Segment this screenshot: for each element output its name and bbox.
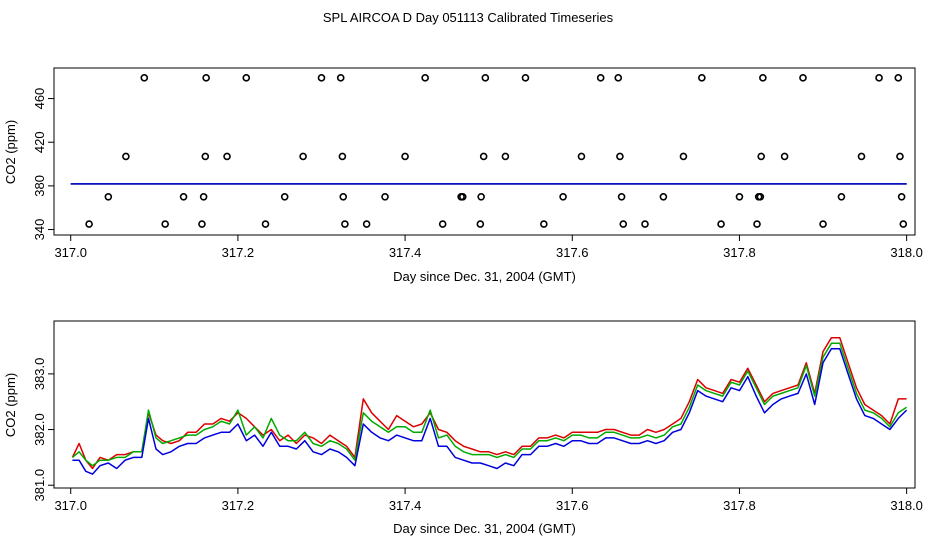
calibration-point bbox=[338, 152, 347, 161]
calibration-point bbox=[540, 220, 548, 228]
bottom-x-axis-label: Day since Dec. 31, 2004 (GMT) bbox=[393, 521, 576, 536]
y-tick-label: 420 bbox=[32, 131, 47, 153]
calibration-point bbox=[476, 220, 485, 228]
calibration-point bbox=[619, 220, 628, 228]
calibration-point bbox=[104, 192, 113, 201]
bottom-plot-marks bbox=[71, 336, 908, 475]
calibration-point bbox=[202, 74, 210, 82]
series-line-green bbox=[71, 342, 908, 467]
calibration-point bbox=[896, 152, 904, 161]
calibration-point bbox=[875, 74, 883, 82]
calibration-point bbox=[223, 152, 231, 161]
calibration-point bbox=[85, 220, 93, 228]
calibration-point bbox=[698, 74, 706, 82]
series-line-blue bbox=[72, 348, 908, 475]
calibration-point bbox=[617, 192, 626, 201]
calibration-point bbox=[401, 152, 409, 161]
calibration-point bbox=[596, 74, 605, 82]
calibration-point bbox=[757, 152, 765, 161]
x-tick-label: 317.2 bbox=[222, 245, 255, 260]
top-y-axis-label: CO2 (ppm) bbox=[3, 120, 18, 184]
top-plot-marks bbox=[70, 74, 908, 228]
calibration-point bbox=[616, 152, 624, 161]
calibration-point bbox=[759, 74, 767, 82]
bottom-y-axis-label: CO2 (ppm) bbox=[3, 373, 18, 437]
x-tick-label: 317.4 bbox=[389, 245, 422, 260]
figure-title: SPL AIRCOA D Day 051113 Calibrated Times… bbox=[323, 10, 614, 25]
calibration-point bbox=[559, 192, 567, 201]
calibration-point bbox=[679, 152, 688, 161]
x-tick-label: 317.6 bbox=[556, 498, 589, 513]
x-tick-label: 317.0 bbox=[54, 498, 87, 513]
top-x-axis-label: Day since Dec. 31, 2004 (GMT) bbox=[393, 269, 576, 284]
calibration-scatter-panel: 317.0 317.2 317.4 317.6 317.8 318.0 340 380 420… bbox=[3, 67, 923, 284]
calibration-point bbox=[381, 192, 389, 201]
calibration-point bbox=[819, 220, 827, 228]
calibration-point bbox=[501, 152, 510, 161]
calibration-point bbox=[717, 220, 725, 228]
y-tick-label: 381.0 bbox=[32, 469, 47, 502]
x-tick-label: 317.4 bbox=[389, 498, 422, 513]
calibration-point bbox=[179, 192, 188, 201]
calibration-point bbox=[481, 74, 490, 82]
calibration-point bbox=[899, 220, 908, 228]
bottom-plot-frame bbox=[53, 320, 916, 489]
calibration-point bbox=[242, 74, 251, 82]
calibration-point bbox=[341, 220, 349, 228]
calibration-point bbox=[799, 74, 807, 82]
calibration-point bbox=[477, 192, 485, 201]
y-tick-label: 340 bbox=[32, 219, 47, 241]
calibration-point bbox=[362, 220, 371, 228]
y-tick-label: 383.0 bbox=[32, 358, 47, 391]
calibration-point bbox=[317, 74, 326, 82]
calibration-point bbox=[577, 152, 586, 161]
calibration-point bbox=[299, 152, 307, 161]
top-plot-frame bbox=[53, 67, 916, 236]
y-tick-label: 460 bbox=[32, 88, 47, 110]
calibration-point bbox=[336, 74, 345, 82]
calibration-point bbox=[659, 192, 668, 201]
calibration-point bbox=[897, 192, 906, 201]
x-tick-label: 317.0 bbox=[54, 245, 87, 260]
calibration-point bbox=[438, 220, 447, 228]
calibration-point bbox=[261, 220, 270, 228]
calibration-point bbox=[780, 152, 789, 161]
x-tick-label: 317.2 bbox=[222, 498, 255, 513]
series-line-red bbox=[71, 336, 907, 470]
calibration-point bbox=[753, 220, 761, 228]
y-tick-label: 382.0 bbox=[32, 413, 47, 446]
calibration-point bbox=[521, 74, 530, 82]
calibration-point bbox=[140, 74, 149, 82]
calibration-point bbox=[199, 192, 208, 201]
x-tick-label: 318.0 bbox=[890, 245, 923, 260]
calibration-point bbox=[837, 192, 846, 201]
calibration-point bbox=[122, 152, 130, 161]
calibration-point bbox=[339, 192, 348, 201]
calibration-point bbox=[458, 192, 467, 201]
top-y-axis: 340 380 420 460 bbox=[32, 88, 54, 241]
calibration-point bbox=[614, 74, 623, 82]
y-tick-label: 380 bbox=[32, 175, 47, 197]
calibration-point bbox=[201, 152, 210, 161]
top-x-axis: 317.0 317.2 317.4 317.6 317.8 318.0 bbox=[54, 235, 923, 260]
calibration-point bbox=[894, 74, 903, 82]
calibration-point bbox=[198, 220, 206, 228]
x-tick-label: 317.8 bbox=[723, 498, 756, 513]
calibration-point bbox=[421, 74, 429, 82]
calibration-point bbox=[641, 220, 649, 228]
calibration-point bbox=[756, 192, 765, 201]
x-tick-label: 317.6 bbox=[556, 245, 589, 260]
co2-timeseries-panel: 317.0 317.2 317.4 317.6 317.8 318.0 381.0 382.… bbox=[3, 320, 923, 536]
calibration-point bbox=[479, 152, 488, 161]
bottom-x-axis: 317.0 317.2 317.4 317.6 317.8 318.0 bbox=[54, 488, 923, 513]
calibration-point bbox=[280, 192, 289, 201]
calibration-point bbox=[161, 220, 169, 228]
calibration-point bbox=[857, 152, 866, 161]
bottom-y-axis: 381.0 382.0 383.0 bbox=[32, 358, 54, 502]
calibration-point bbox=[735, 192, 744, 201]
x-tick-label: 317.8 bbox=[723, 245, 756, 260]
x-tick-label: 318.0 bbox=[890, 498, 923, 513]
